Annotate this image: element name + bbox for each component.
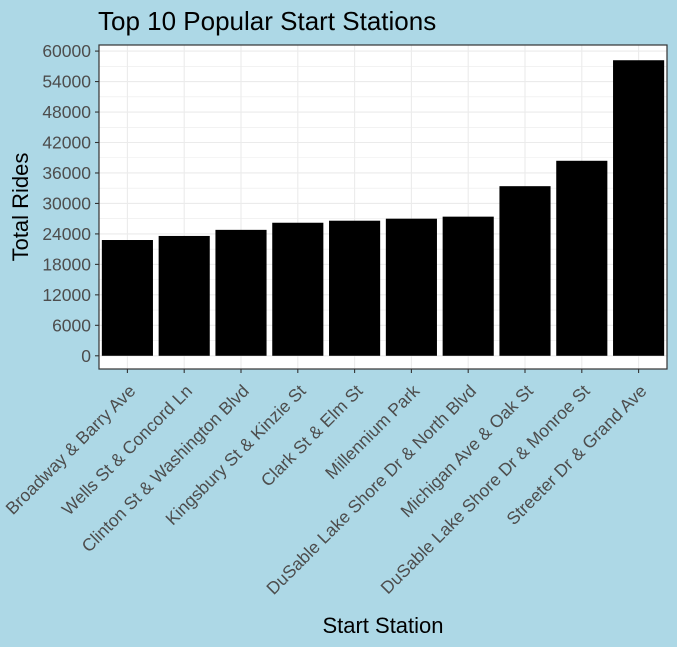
bar: [215, 229, 267, 356]
y-tick-label: 60000: [42, 41, 91, 61]
y-tick-label: 6000: [52, 315, 91, 335]
bar: [442, 216, 494, 356]
panel-border: [98, 44, 668, 370]
y-axis-title: Total Rides: [8, 153, 33, 262]
bar: [101, 240, 153, 356]
bar: [385, 218, 437, 356]
x-tick-label: DuSable Lake Shore Dr & North Blvd: [262, 381, 480, 599]
x-tick-label: Clark St & Elm St: [257, 381, 367, 491]
bar: [613, 60, 665, 356]
chart-title: Top 10 Popular Start Stations: [98, 6, 436, 36]
y-tick-label: 12000: [42, 285, 91, 305]
bars: [101, 60, 665, 356]
y-tick-label: 24000: [42, 224, 91, 244]
y-tick-label: 42000: [42, 133, 91, 153]
y-axis-ticks: 0 6000 12000 18000 24000 30000 36000 42000 48000…: [42, 41, 99, 366]
y-tick-label: 0: [81, 346, 91, 366]
y-tick-label: 30000: [42, 193, 91, 213]
y-tick-label: 18000: [42, 254, 91, 274]
x-axis-title: Start Station: [322, 613, 443, 638]
y-tick-label: 54000: [42, 72, 91, 92]
y-tick-label: 48000: [42, 102, 91, 122]
bar: [499, 186, 551, 356]
y-tick-label: 36000: [42, 163, 91, 183]
bar: [272, 222, 324, 356]
bar: [329, 220, 381, 356]
x-tick-label: DuSable Lake Shore Dr & Monroe St: [377, 381, 594, 598]
bar: [556, 160, 608, 356]
bar: [158, 235, 210, 356]
